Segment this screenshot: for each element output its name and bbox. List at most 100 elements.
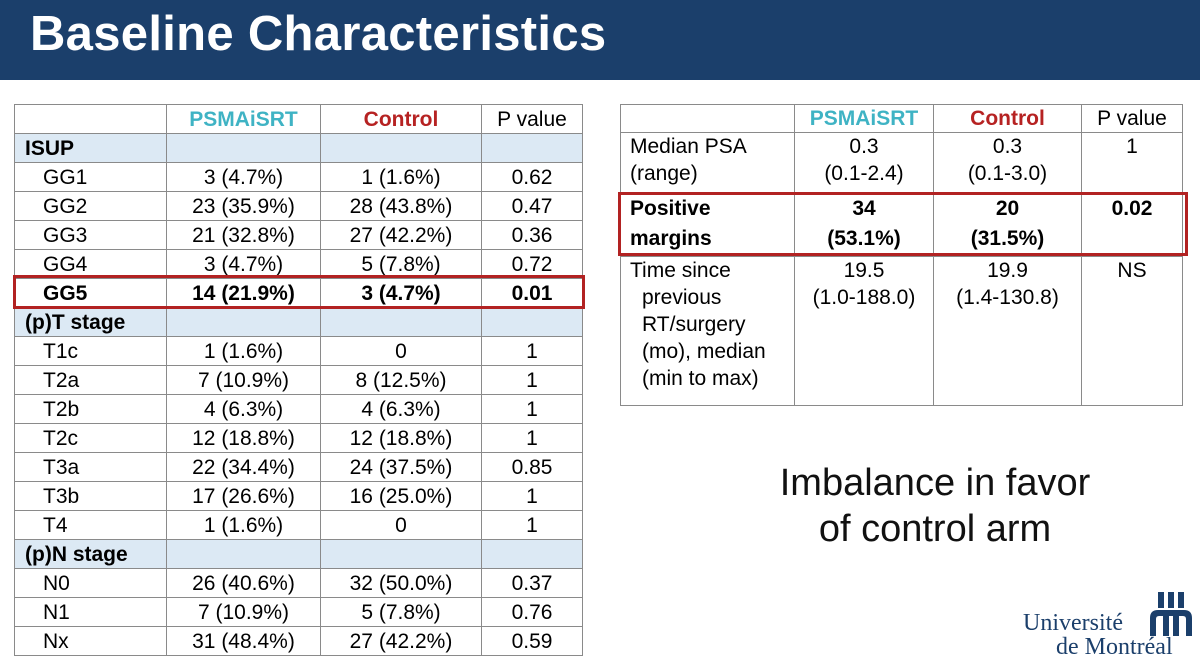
table-row: T1c 1 (1.6%) 0 1 (14, 336, 583, 366)
row-label: T3b (14, 481, 167, 511)
time-since-row: Time since previous RT/surgery (mo), med… (620, 256, 1183, 406)
header-control: Control (933, 104, 1082, 133)
p-value-cell: 0.36 (481, 220, 583, 250)
psmaisrt-cell: 22 (34.4%) (166, 452, 321, 482)
table-row: GG1 3 (4.7%) 1 (1.6%) 0.62 (14, 162, 583, 192)
section-cell (320, 307, 482, 337)
time-since-p: NS (1081, 256, 1183, 406)
table-row: Nx 31 (48.4%) 27 (42.2%) 0.59 (14, 626, 583, 656)
table-row: GG3 21 (32.8%) 27 (42.2%) 0.36 (14, 220, 583, 250)
time-since-psma: 19.5 (1.0-188.0) (794, 256, 934, 406)
section-label: (p)T stage (14, 307, 167, 337)
university-emblem-icon (1150, 592, 1192, 636)
p-value-cell: 1 (481, 394, 583, 424)
row-label: Nx (14, 626, 167, 656)
row-label: GG5 (14, 278, 167, 308)
median-psa-psma: 0.3 (0.1-2.4) (794, 132, 934, 194)
control-cell: 8 (12.5%) (320, 365, 482, 395)
control-cell: 27 (42.2%) (320, 626, 482, 656)
header-blank (620, 104, 795, 133)
row-label: GG3 (14, 220, 167, 250)
psmaisrt-cell: 3 (4.7%) (166, 162, 321, 192)
p-value-cell: 1 (481, 510, 583, 540)
control-cell: 1 (1.6%) (320, 162, 482, 192)
positive-margins-label: Positive margins (620, 193, 795, 257)
table-row: T2b 4 (6.3%) 4 (6.3%) 1 (14, 394, 583, 424)
control-cell: 5 (7.8%) (320, 597, 482, 627)
page-title: Baseline Characteristics (30, 7, 607, 61)
table-row: GG4 3 (4.7%) 5 (7.8%) 0.72 (14, 249, 583, 279)
psmaisrt-cell: 17 (26.6%) (166, 481, 321, 511)
control-cell: 4 (6.3%) (320, 394, 482, 424)
header-psmaisrt: PSMAiSRT (166, 104, 321, 134)
median-psa-label: Median PSA (range) (620, 132, 795, 194)
psmaisrt-cell: 21 (32.8%) (166, 220, 321, 250)
psmaisrt-cell: 7 (10.9%) (166, 597, 321, 627)
p-value-cell: 0.85 (481, 452, 583, 482)
summary-text: Imbalance in favor of control arm (740, 460, 1130, 552)
section-cell (166, 133, 321, 163)
right-header-row: PSMAiSRT Control P value (620, 104, 1183, 133)
psmaisrt-cell: 14 (21.9%) (166, 278, 321, 308)
section-cell (481, 307, 583, 337)
section-cell (481, 133, 583, 163)
section-cell (481, 539, 583, 569)
row-label: T2c (14, 423, 167, 453)
header-p-value: P value (481, 104, 583, 134)
positive-margins-row: Positive margins 34 (53.1%) 20 (31.5%) 0… (620, 193, 1183, 257)
header-psmaisrt: PSMAiSRT (794, 104, 934, 133)
table-row: T3a 22 (34.4%) 24 (37.5%) 0.85 (14, 452, 583, 482)
positive-margins-psma: 34 (53.1%) (794, 193, 934, 257)
table-row: T4 1 (1.6%) 0 1 (14, 510, 583, 540)
row-label: GG1 (14, 162, 167, 192)
p-value-cell: 0.62 (481, 162, 583, 192)
psmaisrt-cell: 23 (35.9%) (166, 191, 321, 221)
p-value-cell: 0.76 (481, 597, 583, 627)
section-label: (p)N stage (14, 539, 167, 569)
summary-line-2: of control arm (818, 508, 1052, 550)
p-value-cell: 0.72 (481, 249, 583, 279)
row-label: T3a (14, 452, 167, 482)
p-value-cell: 1 (481, 336, 583, 366)
p-value-cell: 0.59 (481, 626, 583, 656)
header-p-value: P value (1081, 104, 1183, 133)
positive-margins-control: 20 (31.5%) (933, 193, 1082, 257)
table-row: GG5 14 (21.9%) 3 (4.7%) 0.01 (14, 278, 583, 308)
control-cell: 5 (7.8%) (320, 249, 482, 279)
time-since-label: Time since previous RT/surgery (mo), med… (620, 256, 795, 406)
left-header-row: PSMAiSRT Control P value (14, 104, 583, 134)
control-cell: 32 (50.0%) (320, 568, 482, 598)
logo-line-1: Université (1023, 610, 1123, 636)
title-bar: Baseline Characteristics (0, 0, 1200, 80)
p-value-cell: 0.37 (481, 568, 583, 598)
table-row: T3b 17 (26.6%) 16 (25.0%) 1 (14, 481, 583, 511)
control-cell: 0 (320, 510, 482, 540)
baseline-table: PSMAiSRT Control P value ISUP GG1 3 (4.7%) 1 (… (14, 104, 583, 656)
table-row: GG2 23 (35.9%) 28 (43.8%) 0.47 (14, 191, 583, 221)
row-label: T4 (14, 510, 167, 540)
psmaisrt-cell: 26 (40.6%) (166, 568, 321, 598)
psmaisrt-cell: 3 (4.7%) (166, 249, 321, 279)
table-row: N1 7 (10.9%) 5 (7.8%) 0.76 (14, 597, 583, 627)
psmaisrt-cell: 12 (18.8%) (166, 423, 321, 453)
row-label: N1 (14, 597, 167, 627)
section-cell (166, 539, 321, 569)
summary-line-1: Imbalance in favor (779, 462, 1091, 504)
psmaisrt-cell: 4 (6.3%) (166, 394, 321, 424)
section-label: ISUP (14, 133, 167, 163)
table-row: T2c 12 (18.8%) 12 (18.8%) 1 (14, 423, 583, 453)
p-value-cell: 1 (481, 481, 583, 511)
p-value-cell: 1 (481, 423, 583, 453)
row-label: N0 (14, 568, 167, 598)
median-psa-p: 1 (1081, 132, 1183, 194)
section-cell (320, 539, 482, 569)
control-cell: 16 (25.0%) (320, 481, 482, 511)
header-control: Control (320, 104, 482, 134)
secondary-table: PSMAiSRT Control P value Median PSA (ran… (620, 104, 1183, 406)
table-row: T2a 7 (10.9%) 8 (12.5%) 1 (14, 365, 583, 395)
section-cell (320, 133, 482, 163)
section-header-row: ISUP (14, 133, 583, 163)
median-psa-row: Median PSA (range) 0.3 (0.1-2.4) 0.3 (0.… (620, 132, 1183, 194)
universite-de-montreal-logo: Université de Montréal (1020, 588, 1196, 660)
control-cell: 0 (320, 336, 482, 366)
